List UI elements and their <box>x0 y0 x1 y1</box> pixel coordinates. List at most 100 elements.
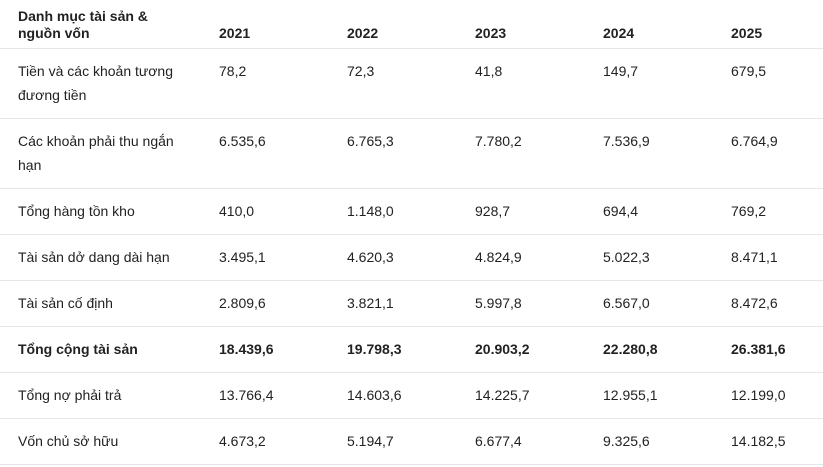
row-label-cell: Tiền và các khoản tương đương tiền <box>0 48 219 119</box>
value: 4.673,2 <box>219 433 266 449</box>
year-label: 2022 <box>347 25 379 41</box>
row-label-cell: Các khoản phải thu ngắn hạn <box>0 118 219 189</box>
value: 7.780,2 <box>475 133 522 149</box>
value-cell: 72,3 <box>347 48 475 119</box>
table-row: Các khoản phải thu ngắn hạn 6.535,6 6.765,… <box>0 118 823 189</box>
value: 2.809,6 <box>219 295 266 311</box>
value-cell: 679,5 <box>731 48 823 119</box>
value-cell: 12.955,1 <box>603 372 731 419</box>
value-cell: 26.381,6 <box>731 326 823 373</box>
header-cell: 2021 <box>219 0 347 49</box>
value-cell: 694,4 <box>603 188 731 235</box>
row-label-cell: Vốn chủ sở hữu <box>0 418 219 465</box>
table-row: Tài sản dở dang dài hạn 3.495,1 4.620,3 4.8… <box>0 234 823 281</box>
table-row: Tổng nợ phải trả 13.766,4 14.603,6 14.225,7… <box>0 372 823 419</box>
value: 149,7 <box>603 63 639 79</box>
row-label-cell: Tổng hàng tồn kho <box>0 188 219 235</box>
value-cell: 9.325,6 <box>603 418 731 465</box>
value: 14.182,5 <box>731 433 786 449</box>
table-row: Tổng cộng tài sản 18.439,6 19.798,3 20.903,… <box>0 326 823 373</box>
value: 3.821,1 <box>347 295 394 311</box>
value: 679,5 <box>731 63 767 79</box>
value-cell: 4.673,2 <box>219 418 347 465</box>
value-cell: 410,0 <box>219 188 347 235</box>
row-label-cell: Tổng nợ phải trả <box>0 372 219 419</box>
value-cell: 6.765,3 <box>347 118 475 189</box>
value-cell: 5.194,7 <box>347 418 475 465</box>
value: 78,2 <box>219 63 247 79</box>
value: 6.764,9 <box>731 133 778 149</box>
year-label: 2024 <box>603 25 635 41</box>
value-cell: 20.903,2 <box>475 326 603 373</box>
value: 18.439,6 <box>219 341 274 357</box>
value-cell: 14.182,5 <box>731 418 823 465</box>
row-label-cell: Tài sản cố định <box>0 280 219 327</box>
value-cell: 7.780,2 <box>475 118 603 189</box>
value-cell: 4.620,3 <box>347 234 475 281</box>
value: 4.620,3 <box>347 249 394 265</box>
header-cell: 2022 <box>347 0 475 49</box>
table-row: Vốn chủ sở hữu 4.673,2 5.194,7 6.677,4 9.325… <box>0 418 823 465</box>
value: 6.567,0 <box>603 295 650 311</box>
value-cell: 14.225,7 <box>475 372 603 419</box>
value-cell: 2.809,6 <box>219 280 347 327</box>
row-label: Tài sản dở dang dài hạn <box>18 249 170 265</box>
value: 72,3 <box>347 63 375 79</box>
value: 9.325,6 <box>603 433 650 449</box>
value-cell: 22.280,8 <box>603 326 731 373</box>
value: 1.148,0 <box>347 203 394 219</box>
year-label: 2021 <box>219 25 251 41</box>
value: 4.824,9 <box>475 249 522 265</box>
value-cell: 7.536,9 <box>603 118 731 189</box>
value: 8.472,6 <box>731 295 778 311</box>
table-row: Tài sản cố định 2.809,6 3.821,1 5.997,8 6.56… <box>0 280 823 327</box>
value: 769,2 <box>731 203 767 219</box>
value-cell: 19.798,3 <box>347 326 475 373</box>
header-cell: Danh mục tài sản & nguồn vốn <box>0 0 219 49</box>
header-row: Danh mục tài sản & nguồn vốn 2021 2022 2023… <box>0 0 823 49</box>
table-row: Tiền và các khoản tương đương tiền 78,2 72… <box>0 48 823 119</box>
value-cell: 769,2 <box>731 188 823 235</box>
value-cell: 14.603,6 <box>347 372 475 419</box>
row-label-cell: Tổng cộng tài sản <box>0 326 219 373</box>
value-cell: 18.439,6 <box>219 326 347 373</box>
table-header: Danh mục tài sản & nguồn vốn 2021 2022 2023… <box>0 0 823 49</box>
value: 12.199,0 <box>731 387 786 403</box>
header-label: Danh mục tài sản & nguồn vốn <box>18 8 148 41</box>
value: 6.535,6 <box>219 133 266 149</box>
value-cell: 78,2 <box>219 48 347 119</box>
value-cell: 6.764,9 <box>731 118 823 189</box>
row-label: Các khoản phải thu ngắn hạn <box>18 133 174 173</box>
value-cell: 6.567,0 <box>603 280 731 327</box>
value-cell: 3.495,1 <box>219 234 347 281</box>
value-cell: 6.677,4 <box>475 418 603 465</box>
value-cell: 12.199,0 <box>731 372 823 419</box>
value: 5.194,7 <box>347 433 394 449</box>
value: 8.471,1 <box>731 249 778 265</box>
value: 14.603,6 <box>347 387 402 403</box>
value: 14.225,7 <box>475 387 530 403</box>
table-body: Tiền và các khoản tương đương tiền 78,2 72… <box>0 48 823 465</box>
row-label: Tổng nợ phải trả <box>18 387 122 403</box>
value: 3.495,1 <box>219 249 266 265</box>
value: 694,4 <box>603 203 639 219</box>
table-row: Tổng hàng tồn kho 410,0 1.148,0 928,7 694,4 7… <box>0 188 823 235</box>
row-label: Tiền và các khoản tương đương tiền <box>18 63 174 103</box>
header-cell: 2024 <box>603 0 731 49</box>
value: 26.381,6 <box>731 341 786 357</box>
value: 6.765,3 <box>347 133 394 149</box>
value: 19.798,3 <box>347 341 402 357</box>
value-cell: 8.472,6 <box>731 280 823 327</box>
value-cell: 5.022,3 <box>603 234 731 281</box>
value-cell: 149,7 <box>603 48 731 119</box>
year-label: 2023 <box>475 25 507 41</box>
value: 7.536,9 <box>603 133 650 149</box>
value-cell: 1.148,0 <box>347 188 475 235</box>
value-cell: 13.766,4 <box>219 372 347 419</box>
value: 20.903,2 <box>475 341 530 357</box>
row-label: Tài sản cố định <box>18 295 113 311</box>
row-label: Tổng hàng tồn kho <box>18 203 135 219</box>
value: 22.280,8 <box>603 341 658 357</box>
